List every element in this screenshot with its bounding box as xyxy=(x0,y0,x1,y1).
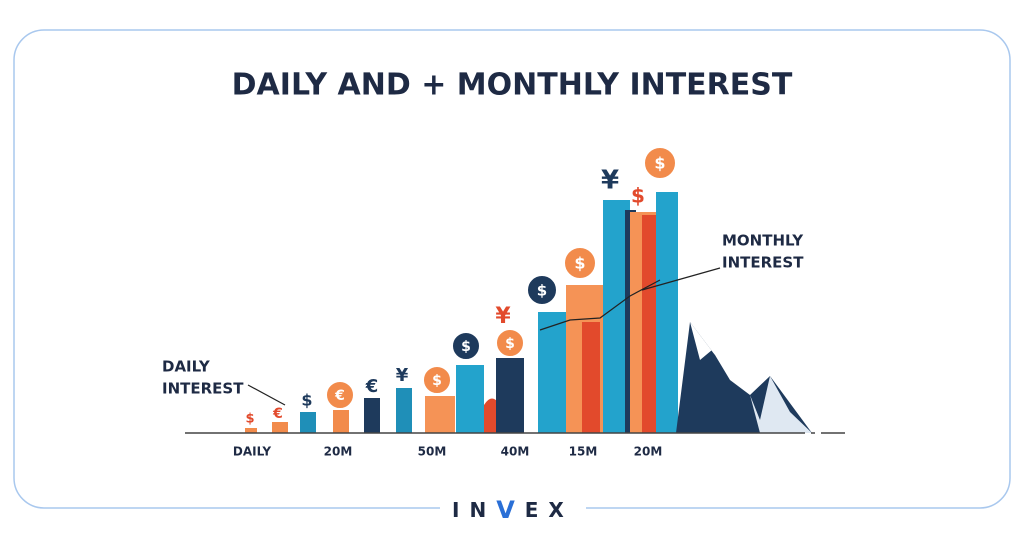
currency-symbol: $ xyxy=(654,154,665,173)
axis-label: DAILY xyxy=(233,445,271,459)
annotation: MONTHLY xyxy=(722,232,804,250)
axis-label: 20M xyxy=(324,445,353,459)
annotation: INTEREST xyxy=(722,254,804,272)
coin xyxy=(563,246,597,280)
coin xyxy=(451,331,481,361)
daily-arrow xyxy=(247,384,286,406)
currency-symbol: $ xyxy=(245,412,254,427)
currency-symbol: € xyxy=(365,376,379,397)
title: DAILY AND + MONTHLY INTEREST xyxy=(232,68,793,103)
annotation: INTEREST xyxy=(162,380,244,398)
currency-symbol: € xyxy=(272,406,283,422)
currency-symbol: $ xyxy=(461,339,471,355)
logo-right: EX xyxy=(525,498,574,522)
currency-symbol: $ xyxy=(301,391,312,410)
coin xyxy=(422,365,452,395)
axis-label: 20M xyxy=(634,445,663,459)
coin xyxy=(526,274,558,306)
logo: INVEX xyxy=(452,496,574,524)
axis-label: 15M xyxy=(569,445,598,459)
coin xyxy=(643,146,677,180)
axis-label: 40M xyxy=(501,445,530,459)
currency-symbol: ¥ xyxy=(396,365,409,386)
currency-symbol: ¥ xyxy=(601,166,619,196)
coin xyxy=(325,380,355,410)
logo-backdrop xyxy=(440,495,586,525)
axis-label: 50M xyxy=(418,445,447,459)
coin xyxy=(495,328,525,358)
currency-symbol: $ xyxy=(432,373,442,389)
currency-symbol: $ xyxy=(537,282,547,300)
currency-symbol: € xyxy=(334,388,345,404)
monthly-arrow xyxy=(641,267,721,291)
currency-symbol: $ xyxy=(505,336,515,352)
currency-symbol: $ xyxy=(631,184,645,208)
bars xyxy=(245,192,678,433)
currency-symbol: $ xyxy=(574,254,585,273)
currency-symbol: ¥ xyxy=(495,304,511,329)
logo-left: IN xyxy=(452,498,496,522)
logo-mark: V xyxy=(496,496,525,524)
mountain xyxy=(676,322,812,433)
annotation: DAILY xyxy=(162,358,211,376)
